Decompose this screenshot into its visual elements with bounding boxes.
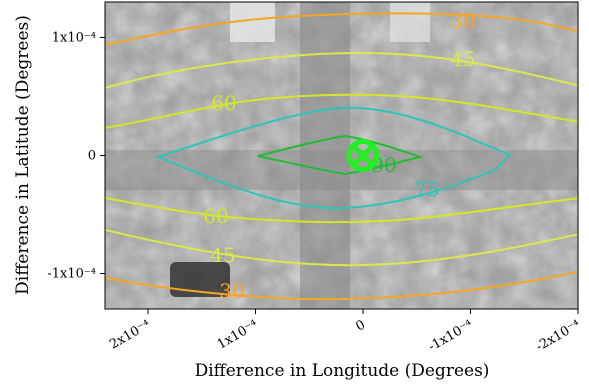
contour-line-30-0	[105, 12, 578, 46]
contour-line-30-1	[105, 270, 578, 301]
x-tick-label-3: -1x10⁻⁴	[426, 317, 476, 354]
center-marker	[346, 139, 380, 172]
contour-label-60-1: 60	[203, 204, 228, 228]
x-tick-label-1: 1x10⁻⁴	[215, 317, 261, 352]
x-tick-label-0: 2x10⁻⁴	[107, 317, 153, 352]
background-image	[105, 2, 578, 309]
y-axis-ticks: 1x10⁻⁴ 0 -1x10⁻⁴	[47, 30, 105, 282]
contour-label-30-1: 30	[219, 279, 244, 303]
contour-label-30-0: 30	[450, 9, 475, 33]
x-tick-label-4: -2x10⁻⁴	[533, 317, 583, 354]
contour-line-60-0	[105, 93, 578, 129]
y-tick-label-0: 1x10⁻⁴	[52, 30, 96, 45]
contour-line-75-0	[155, 106, 512, 210]
crossroad	[105, 150, 578, 190]
building-right	[390, 2, 430, 42]
x-axis-ticks: 2x10⁻⁴ 1x10⁻⁴ 0 -1x10⁻⁴ -2x10⁻⁴	[107, 309, 583, 355]
contour-label-45-1: 45	[210, 243, 235, 267]
contour-label-60-0: 60	[211, 91, 236, 115]
y-tick-label-1: 0	[88, 149, 96, 164]
marker-cross-b	[352, 144, 374, 167]
x-tick-label-2: 0	[353, 317, 368, 334]
contour-label-45-0: 45	[450, 47, 475, 71]
y-tick-label-2: -1x10⁻⁴	[47, 267, 96, 282]
parked-car	[170, 262, 230, 297]
contour-line-45-0	[105, 52, 578, 89]
x-axis-title: Difference in Longitude (Degrees)	[195, 361, 490, 381]
marker-circle	[346, 139, 380, 172]
contour-line-45-1	[105, 229, 578, 267]
contour-line-90-0	[257, 134, 424, 176]
contour-label-75-0: 75	[414, 177, 439, 201]
y-axis-title: Difference in Latitude (Degrees)	[13, 15, 33, 295]
contour-line-60-1	[105, 197, 578, 224]
contour-lines	[105, 12, 578, 301]
